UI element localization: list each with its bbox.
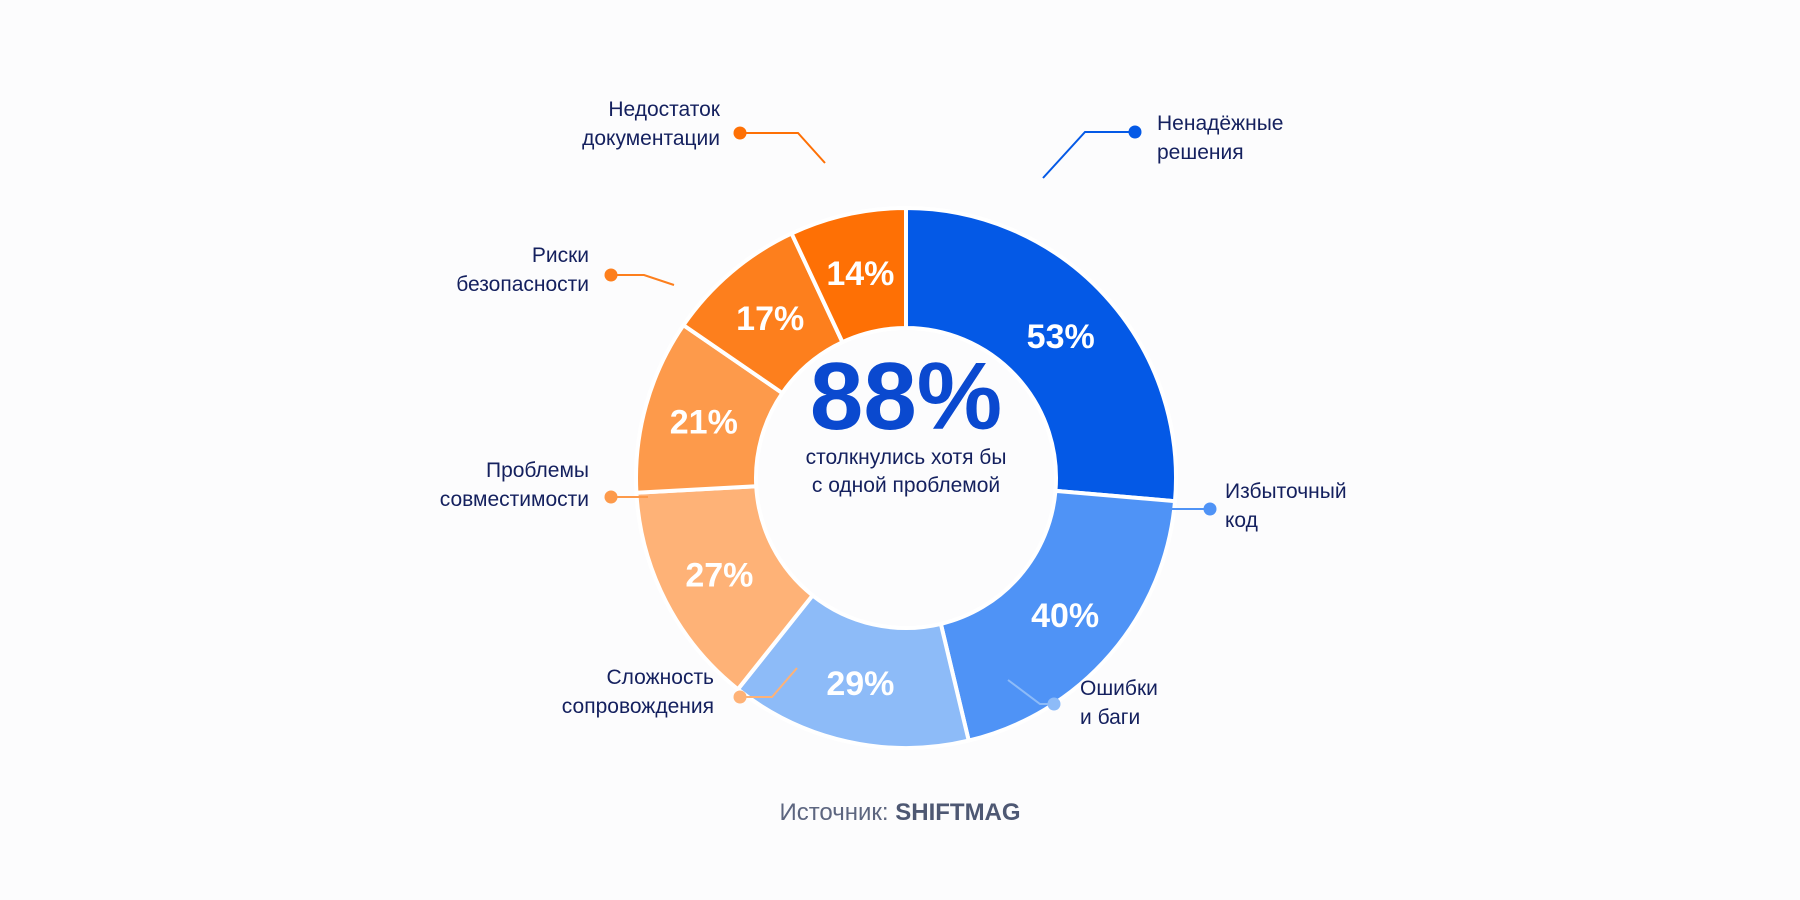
segment-value-label-6: 17% [736,300,804,338]
category-label-7-line-2: документации [582,127,720,150]
source-credit: Источник: SHIFTMAG [0,799,1800,827]
category-label-6: Риски безопасности [456,244,589,296]
center-caption-line-2: с одной проблемой [812,474,1000,497]
category-label-6-line-2: безопасности [456,273,589,296]
callout-leaders [604,125,1217,711]
donut-segment-1 [904,206,1178,504]
callout-dot-1 [1128,125,1142,139]
callout-dot-5 [604,490,618,504]
segment-value-label-5: 21% [670,403,738,441]
category-label-4: Сложность сопровождения [562,666,714,718]
category-label-4-line-2: сопровождения [562,695,714,718]
category-label-2-line-2: код [1225,509,1258,532]
category-label-5: Проблемы совместимости [440,459,589,511]
category-labels: Ненадёжные решения Избыточный код Ошибки и ба… [440,98,1347,729]
segment-value-label-2: 40% [1031,597,1099,635]
category-label-5-line-1: Проблемы [486,459,589,482]
category-label-1: Ненадёжные решения [1157,112,1283,164]
category-label-7: Недостаток документации [582,98,721,150]
callout-dot-3 [1047,697,1061,711]
category-label-3-line-1: Ошибки [1080,677,1158,700]
center-summary: 88% столкнулись хотя бы с одной проблемо… [806,343,1007,497]
center-value: 88% [810,343,1002,450]
category-label-6-line-1: Риски [532,244,589,267]
donut-segment-2 [938,488,1177,743]
callout-line-4 [740,667,798,698]
segment-value-label-1: 53% [1027,318,1095,356]
callout-dot-4 [733,690,747,704]
callout-dot-7 [733,126,747,140]
callout-line-1 [1042,131,1135,179]
segment-value-label-4: 27% [685,556,753,594]
callout-line-6 [611,274,675,286]
callout-dot-6 [604,268,618,282]
segment-value-labels: 53% 40% 29% 27% 21% 17% 14% [670,255,1099,703]
callout-dot-2 [1203,502,1217,516]
category-label-1-line-2: решения [1157,141,1244,164]
category-label-1-line-1: Ненадёжные [1157,112,1283,135]
donut-segments [634,206,1178,750]
segment-value-label-7: 14% [826,255,894,293]
callout-line-7 [740,132,826,164]
center-caption-line-1: столкнулись хотя бы [806,446,1007,469]
category-label-3-line-2: и баги [1080,706,1140,729]
category-label-7-line-1: Недостаток [608,98,720,121]
category-label-4-line-1: Сложность [607,666,715,689]
category-label-5-line-2: совместимости [440,488,589,511]
donut-segment-7 [789,206,908,345]
category-label-2: Избыточный код [1225,480,1347,532]
source-name: SHIFTMAG [895,799,1021,826]
segment-value-label-3: 29% [826,665,894,703]
category-label-2-line-1: Избыточный [1225,480,1347,503]
category-label-3: Ошибки и баги [1080,677,1158,729]
source-prefix: Источник: [779,799,889,826]
